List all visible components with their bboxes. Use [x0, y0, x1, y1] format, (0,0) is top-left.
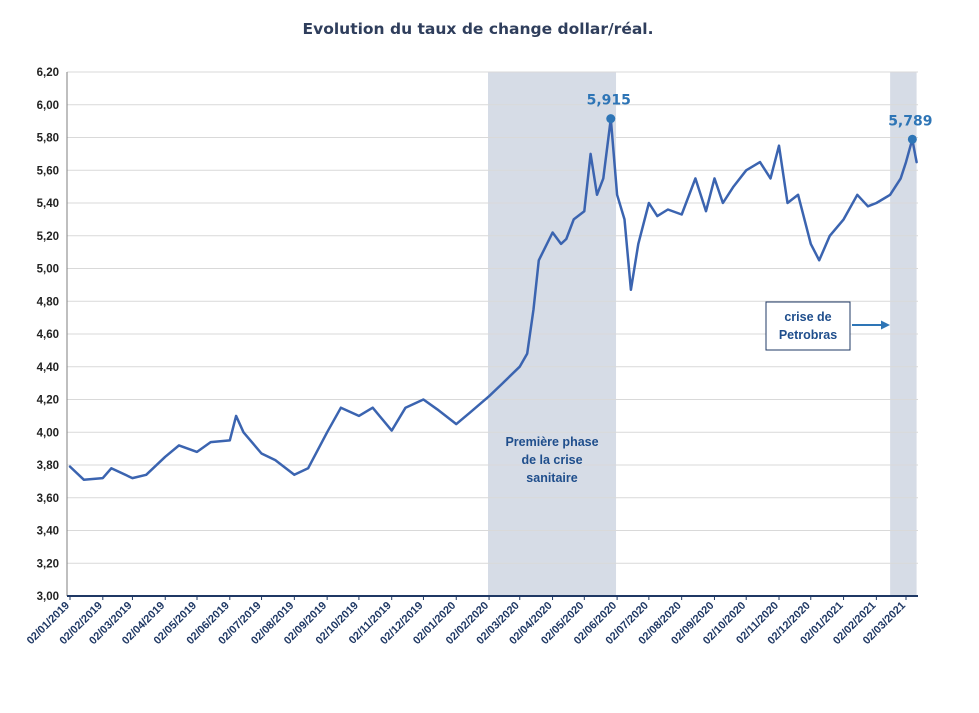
shaded-region-label: de la crise — [521, 453, 582, 467]
y-tick-label: 3,00 — [37, 591, 59, 603]
series-lines — [68, 117, 918, 481]
exchange-rate-line — [68, 117, 918, 481]
y-tick-label: 3,60 — [37, 493, 59, 505]
y-tick-label: 3,80 — [37, 460, 59, 472]
petrobras-callout: crise de Petrobras — [765, 301, 890, 351]
callout-label: Petrobras — [779, 328, 837, 342]
y-tick-label: 5,40 — [37, 198, 59, 210]
y-tick-label: 5,60 — [37, 165, 59, 177]
callout-box — [765, 301, 851, 351]
callout-arrow-head — [881, 320, 890, 330]
y-tick-label: 6,00 — [37, 100, 59, 112]
peak-marker — [606, 114, 616, 124]
y-tick-label: 4,20 — [37, 395, 59, 407]
shaded-region-label: Première phase — [505, 435, 598, 449]
y-tick-label: 4,40 — [37, 362, 59, 374]
y-tick-labels: 6,20 6,00 5,80 5,60 5,40 5,20 5,00 4,80 4,60 4,40… — [37, 67, 59, 603]
axes — [66, 72, 918, 597]
y-tick-label: 4,80 — [37, 296, 59, 308]
y-tick-label: 6,20 — [37, 67, 59, 79]
annotations: 5,915 5,789 — [587, 93, 932, 144]
callout-label: crise de — [784, 310, 831, 324]
y-tick-label: 3,20 — [37, 558, 59, 570]
y-tick-label: 5,20 — [37, 231, 59, 243]
peak-label: 5,915 — [587, 93, 631, 109]
y-tick-label: 3,40 — [37, 526, 59, 538]
y-tick-label: 5,00 — [37, 264, 59, 276]
peak-marker — [907, 134, 917, 144]
y-tick-label: 5,80 — [37, 133, 59, 145]
y-tick-label: 4,60 — [37, 329, 59, 341]
shaded-region-label: sanitaire — [526, 471, 577, 485]
chart-title: Evolution du taux de change dollar/réal. — [303, 20, 654, 38]
peak-label: 5,789 — [888, 113, 932, 129]
y-tick-label: 4,00 — [37, 427, 59, 439]
